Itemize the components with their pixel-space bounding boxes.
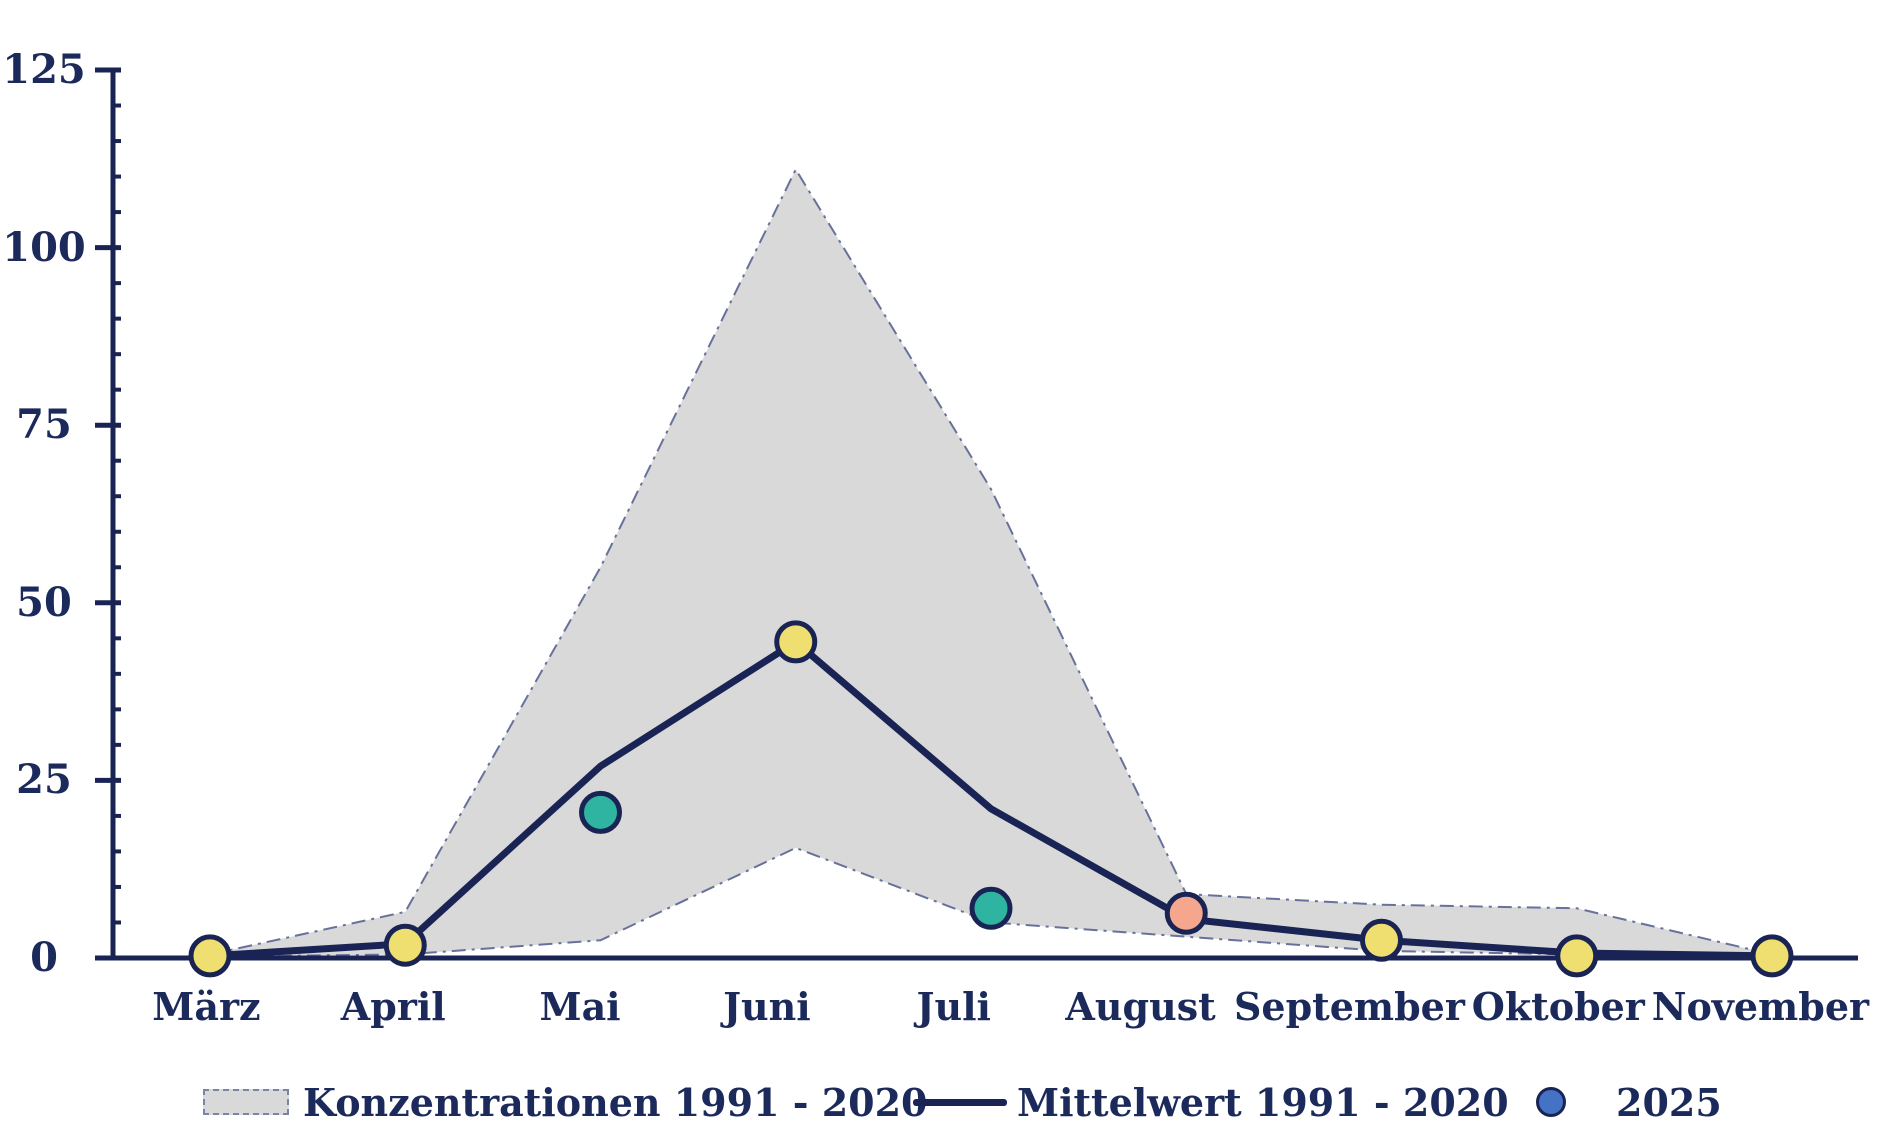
- legend-label-konzentrationen: Konzentrationen 1991 - 2020: [303, 1079, 928, 1125]
- x-tick-label-oktober: Oktober: [1471, 984, 1645, 1029]
- line-swatch-icon: [913, 1098, 1007, 1106]
- x-tick-label-maerz: März: [152, 984, 261, 1029]
- x-axis-labels: März April Mai Juni Juli August Septembe…: [113, 982, 1869, 1032]
- x-tick-label-november: November: [1651, 984, 1870, 1029]
- x-tick-label-april: April: [340, 984, 446, 1029]
- legend-label-2025: 2025: [1616, 1079, 1722, 1125]
- band-swatch-icon: [203, 1089, 289, 1115]
- legend-item-konzentrationen: Konzentrationen 1991 - 2020: [203, 1076, 928, 1128]
- y-tick-label: 75: [16, 401, 72, 449]
- x-tick-label-mai: Mai: [539, 984, 621, 1029]
- y-tick-label: 100: [2, 223, 86, 271]
- x-tick-label-juli: Juli: [916, 984, 991, 1029]
- y-tick-label: 25: [16, 756, 72, 804]
- legend-item-mittelwert: Mittelwert 1991 - 2020: [913, 1076, 1509, 1128]
- x-tick-label-september: September: [1233, 984, 1465, 1029]
- y-tick-label: 125: [2, 46, 86, 93]
- x-tick-label-august: August: [1065, 984, 1216, 1029]
- y-tick-label: 50: [16, 578, 72, 626]
- legend-item-2025: 2025: [1536, 1076, 1722, 1128]
- legend-label-mittelwert: Mittelwert 1991 - 2020: [1017, 1079, 1509, 1125]
- dot-swatch-icon: [1536, 1087, 1566, 1117]
- y-tick-label: 0: [30, 934, 58, 981]
- x-tick-label-juni: Juni: [723, 984, 811, 1029]
